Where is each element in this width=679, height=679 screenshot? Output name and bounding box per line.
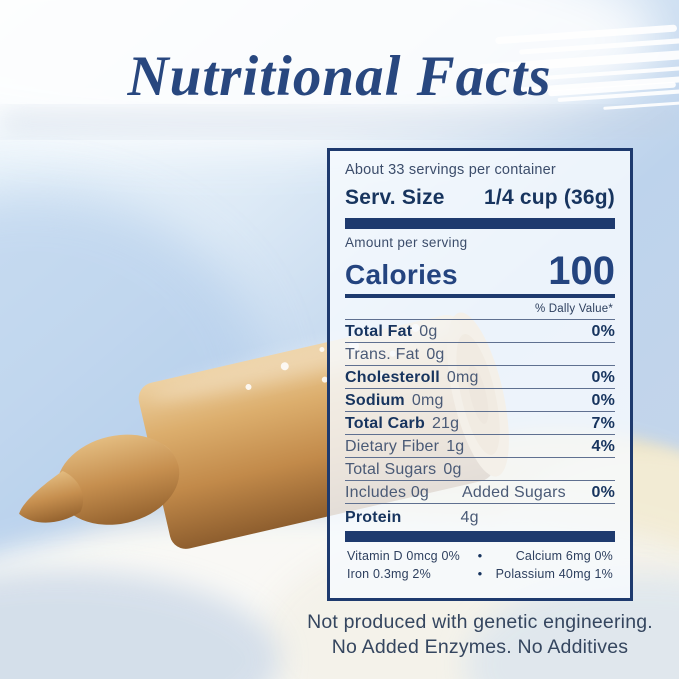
nutrient-amount: 0g (443, 461, 462, 478)
daily-value-header: % Dally Value* (345, 298, 615, 320)
nutrient-daily-value: 4% (591, 438, 615, 455)
micronutrient-right: Calcium 6mg 0% (515, 549, 613, 563)
micronutrients: Vitamin D 0mcg 0% • Calcium 6mg 0% Iron … (345, 547, 615, 583)
nutrient-row-total-carb: Total Carb 21g 7% (345, 412, 615, 435)
nutrient-daily-value: 0% (591, 392, 615, 409)
nutrient-label: Total Carb (345, 415, 425, 432)
medium-divider-rule (345, 294, 615, 298)
nutrient-daily-value: 7% (591, 415, 615, 432)
nutrient-daily-value: 0% (591, 323, 615, 340)
nutrient-amount: 21g (431, 415, 460, 432)
page-title: Nutritional Facts (127, 45, 552, 108)
nutrient-label: Sodium (345, 392, 405, 409)
nutrient-row-protein: Protein 4g (345, 504, 615, 528)
nutrient-row-total-sugars: Total Sugars 0g (345, 458, 615, 481)
nutrient-row-added-sugars: Includes 0g Added Sugars 0% (345, 481, 615, 504)
bullet-icon: • (477, 566, 483, 581)
footer-note: Not produced with genetic engineering. N… (285, 610, 675, 660)
nutrient-amount: 0mg (446, 369, 479, 386)
amount-per-serving-label: Amount per serving (345, 235, 468, 250)
nutrient-amount: 4g (460, 509, 479, 526)
servings-per-container: About 33 servings per container (345, 162, 556, 178)
micronutrient-row-2: Iron 0.3mg 2% • Polassium 40mg 1% (345, 565, 615, 583)
nutrient-daily-value: 0% (591, 369, 615, 386)
nutrient-label: Total Fat (345, 323, 413, 340)
thick-divider-bar-bottom (345, 531, 615, 542)
micronutrient-right: Polassium 40mg 1% (495, 567, 613, 581)
nutrient-label: Dietary Fiber (345, 438, 440, 455)
nutrient-amount: 0g (419, 323, 438, 340)
nutrition-facts-panel: About 33 servings per container Serv. Si… (327, 148, 633, 601)
nutrient-row-cholesterol: Cholesteroll 0mg 0% (345, 366, 615, 389)
nutrient-label: Cholesteroll (345, 369, 440, 386)
calories-label: Calories (345, 259, 458, 290)
nutrient-amount: 0mg (411, 392, 444, 409)
brush-strokes (478, 24, 679, 110)
calories-row: Calories 100 (345, 251, 615, 291)
serving-size-label: Serv. Size (345, 186, 445, 209)
nutrient-label: Trans. Fat (345, 346, 420, 363)
nutrient-label: Includes 0g (345, 484, 430, 501)
nutrient-row-dietary-fiber: Dietary Fiber 1g 4% (345, 435, 615, 458)
nutrient-row-trans-fat: Trans. Fat 0g (345, 343, 615, 366)
nutrient-row-sodium: Sodium 0mg 0% (345, 389, 615, 412)
nutrient-amount: 0g (426, 346, 445, 363)
micronutrient-row-1: Vitamin D 0mcg 0% • Calcium 6mg 0% (345, 547, 615, 565)
micronutrient-left: Iron 0.3mg 2% (347, 567, 431, 581)
calories-value: 100 (548, 249, 615, 293)
nutrient-amount: 1g (446, 438, 465, 455)
bullet-icon: • (477, 548, 483, 563)
serving-size-value: 1/4 cup (36g) (484, 186, 615, 209)
nutrient-label: Protein (345, 509, 402, 526)
serving-size-row: Serv. Size 1/4 cup (36g) (345, 186, 615, 210)
thick-divider-bar (345, 218, 615, 229)
nutrient-label: Total Sugars (345, 461, 437, 478)
nutrient-daily-value: 0% (591, 484, 615, 501)
nutrient-row-total-fat: Total Fat 0g 0% (345, 320, 615, 343)
footer-line-1: Not produced with genetic engineering. (307, 611, 653, 633)
micronutrient-left: Vitamin D 0mcg 0% (347, 549, 460, 563)
nutrient-amount: Added Sugars (462, 484, 566, 501)
footer-line-2: No Added Enzymes. No Additives (331, 635, 629, 658)
